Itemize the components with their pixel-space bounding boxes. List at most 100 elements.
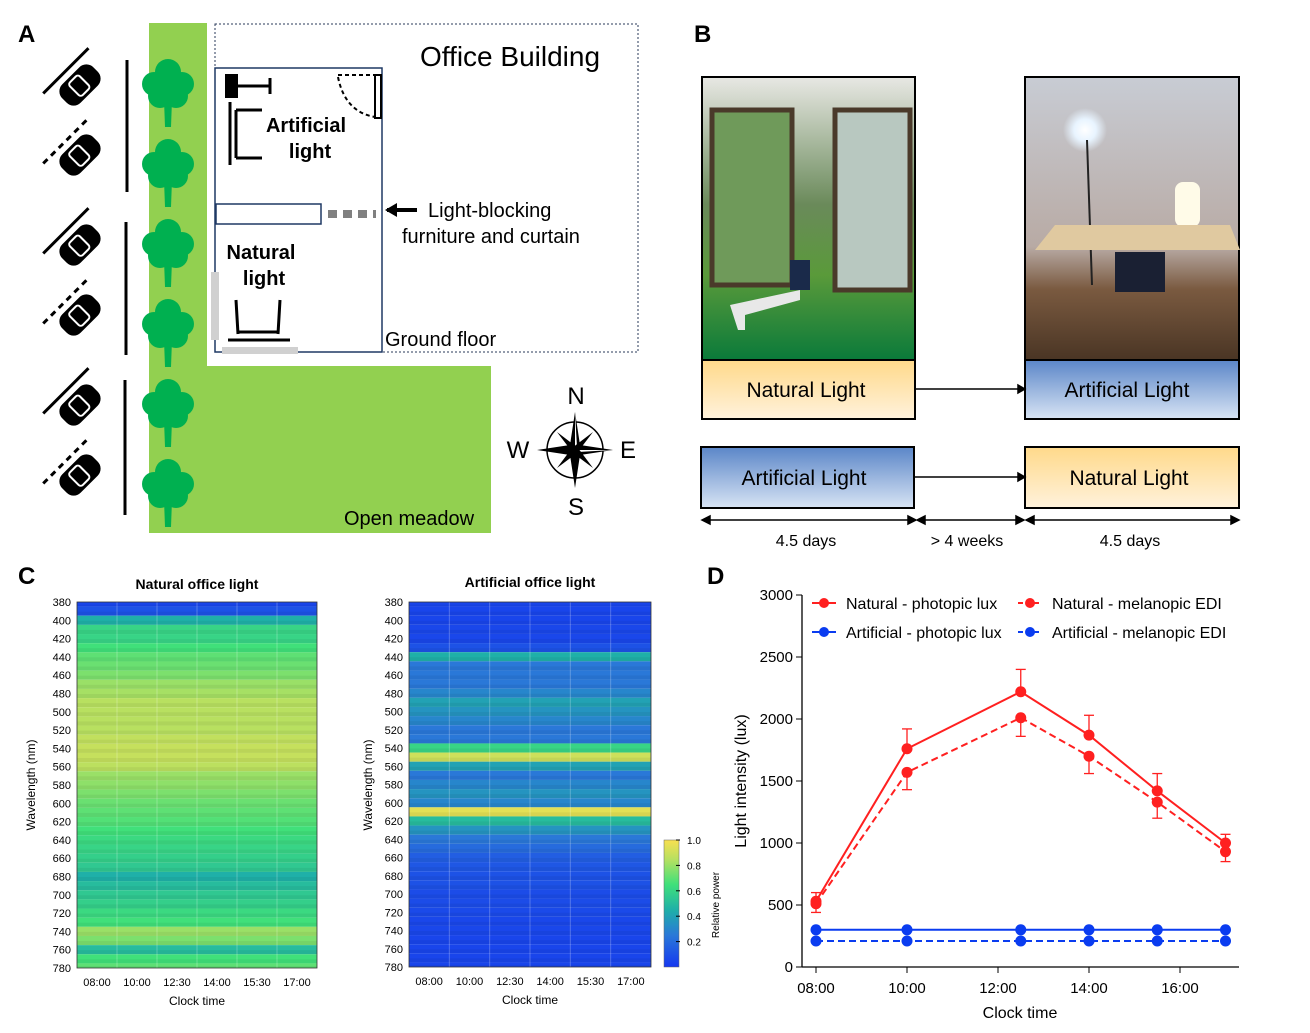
heatmap-y-tick: 700 — [53, 890, 71, 902]
open-meadow-label: Open meadow — [344, 508, 475, 530]
open-meadow-area — [207, 366, 491, 533]
heatmap-y-tick: 600 — [53, 798, 71, 810]
heatmap-cell-row — [409, 962, 651, 967]
heatmap-cell-row — [409, 624, 651, 634]
heatmap-cell-row — [409, 871, 651, 881]
heatmap-cell-row — [77, 853, 317, 863]
window-south — [222, 347, 298, 354]
heatmap-band — [409, 958, 651, 963]
desk-icon-natural — [228, 299, 290, 342]
heatmap-cell-row — [409, 606, 651, 616]
heatmap-cell-row — [409, 643, 651, 653]
artificial-light-label-1: Artificial — [266, 115, 346, 137]
heatmap-y-tick: 760 — [53, 945, 71, 957]
heatmap-band — [409, 611, 651, 616]
line-chart: 0 500 1000 1500 2000 2500 3000 08:00 10:00 12:00 1… — [760, 587, 1239, 997]
heatmap-cell-row — [409, 825, 651, 835]
natural-light-label-1: Natural — [227, 242, 296, 264]
heatmap-band — [409, 702, 651, 707]
heatmap-cell-row — [77, 826, 317, 836]
heatmap-y-tick: 560 — [53, 762, 71, 774]
heatmap-natural-title: Natural office light — [136, 576, 259, 592]
heatmap-cell-row — [409, 661, 651, 671]
box-label: Artificial Light — [742, 467, 867, 490]
heatmap-band — [77, 922, 317, 927]
heatmap-artificial-title: Artificial office light — [465, 574, 596, 590]
heatmap-y-tick: 760 — [385, 944, 403, 956]
heatmap-band — [409, 803, 651, 808]
heatmap-band — [77, 840, 317, 845]
heatmap-cell-row — [77, 789, 317, 799]
heatmap-band — [409, 964, 651, 967]
heatmap-cell-row — [77, 602, 317, 607]
heatmap-band — [77, 730, 317, 735]
heatmap-y-tick: 440 — [385, 652, 403, 664]
heatmap-cell-row — [409, 953, 651, 963]
ground-floor-label: Ground floor — [385, 329, 497, 351]
window-west — [211, 272, 219, 340]
heatmap-band — [409, 730, 651, 735]
heatmap-band — [409, 666, 651, 671]
heatmap-band — [77, 794, 317, 799]
data-point — [1151, 796, 1163, 808]
legend-item: Artificial - melanopic EDI — [1018, 625, 1226, 642]
light-blocking-furniture — [215, 203, 322, 225]
heatmap-y-tick: 740 — [385, 926, 403, 938]
heatmap-natural-xlabel: Clock time — [169, 994, 225, 1008]
heatmap-y-tick: 540 — [53, 743, 71, 755]
colorbar-tick: 0.2 — [687, 938, 701, 949]
colorbar — [663, 839, 680, 968]
heatmap-y-tick: 700 — [385, 889, 403, 901]
car-icon — [42, 437, 101, 496]
series-natural-photopic-lux — [810, 668, 1231, 907]
colorbar-tick: 0.8 — [687, 861, 701, 872]
heatmap-cell-row — [409, 862, 651, 872]
heatmap-cell-row — [77, 835, 317, 845]
data-point — [1220, 846, 1231, 858]
car-icon — [42, 277, 101, 336]
colorbar-tick: 1.0 — [687, 836, 701, 847]
data-point — [901, 766, 913, 778]
heatmap-y-tick: 580 — [53, 780, 71, 792]
heatmap-y-tick: 660 — [53, 853, 71, 865]
car-icon — [42, 207, 101, 266]
heatmap-band — [409, 748, 651, 753]
heatmap-band — [409, 757, 651, 762]
data-point — [1151, 924, 1163, 936]
legend-swatch-marker — [819, 627, 829, 637]
heatmap-cell-row — [409, 816, 651, 826]
data-point — [1083, 729, 1095, 741]
heatmap-cell-row — [77, 670, 317, 680]
heatmap-x-tick: 10:00 — [123, 977, 151, 989]
heatmap-cell-row — [77, 844, 317, 854]
compass-rose-icon — [537, 412, 613, 488]
heatmap-cell-row — [409, 916, 651, 926]
heatmap-band — [77, 657, 317, 662]
colorbar-tick: 0.4 — [687, 912, 701, 923]
legend-item: Artificial - photopic lux — [812, 625, 1002, 642]
data-point — [1083, 750, 1095, 762]
car-icon — [42, 47, 101, 106]
heatmap-cell-row — [409, 706, 651, 717]
tree-icon — [142, 379, 194, 447]
compass-n: N — [567, 383, 584, 410]
heatmap-y-tick: 480 — [53, 689, 71, 701]
y-tick-label: 3000 — [760, 587, 793, 604]
legend-swatch-marker — [819, 598, 829, 608]
data-point — [1220, 935, 1231, 947]
x-tick-label: 12:00 — [979, 980, 1017, 997]
heatmap-band — [77, 849, 317, 854]
heatmap-cell-row — [409, 779, 651, 790]
heatmap-band — [77, 803, 317, 808]
heatmap-cell-row — [77, 734, 317, 744]
data-point — [810, 935, 822, 947]
heatmap-band — [409, 784, 651, 790]
heatmap-band — [409, 885, 651, 890]
heatmap-cell-row — [409, 770, 651, 780]
box-label: Artificial Light — [1065, 379, 1190, 402]
data-point — [1220, 924, 1231, 936]
tree-icon — [142, 459, 194, 527]
heatmap-band — [77, 693, 317, 699]
arrow-head — [385, 203, 397, 217]
series-artificial-photopic-lux — [810, 924, 1231, 936]
